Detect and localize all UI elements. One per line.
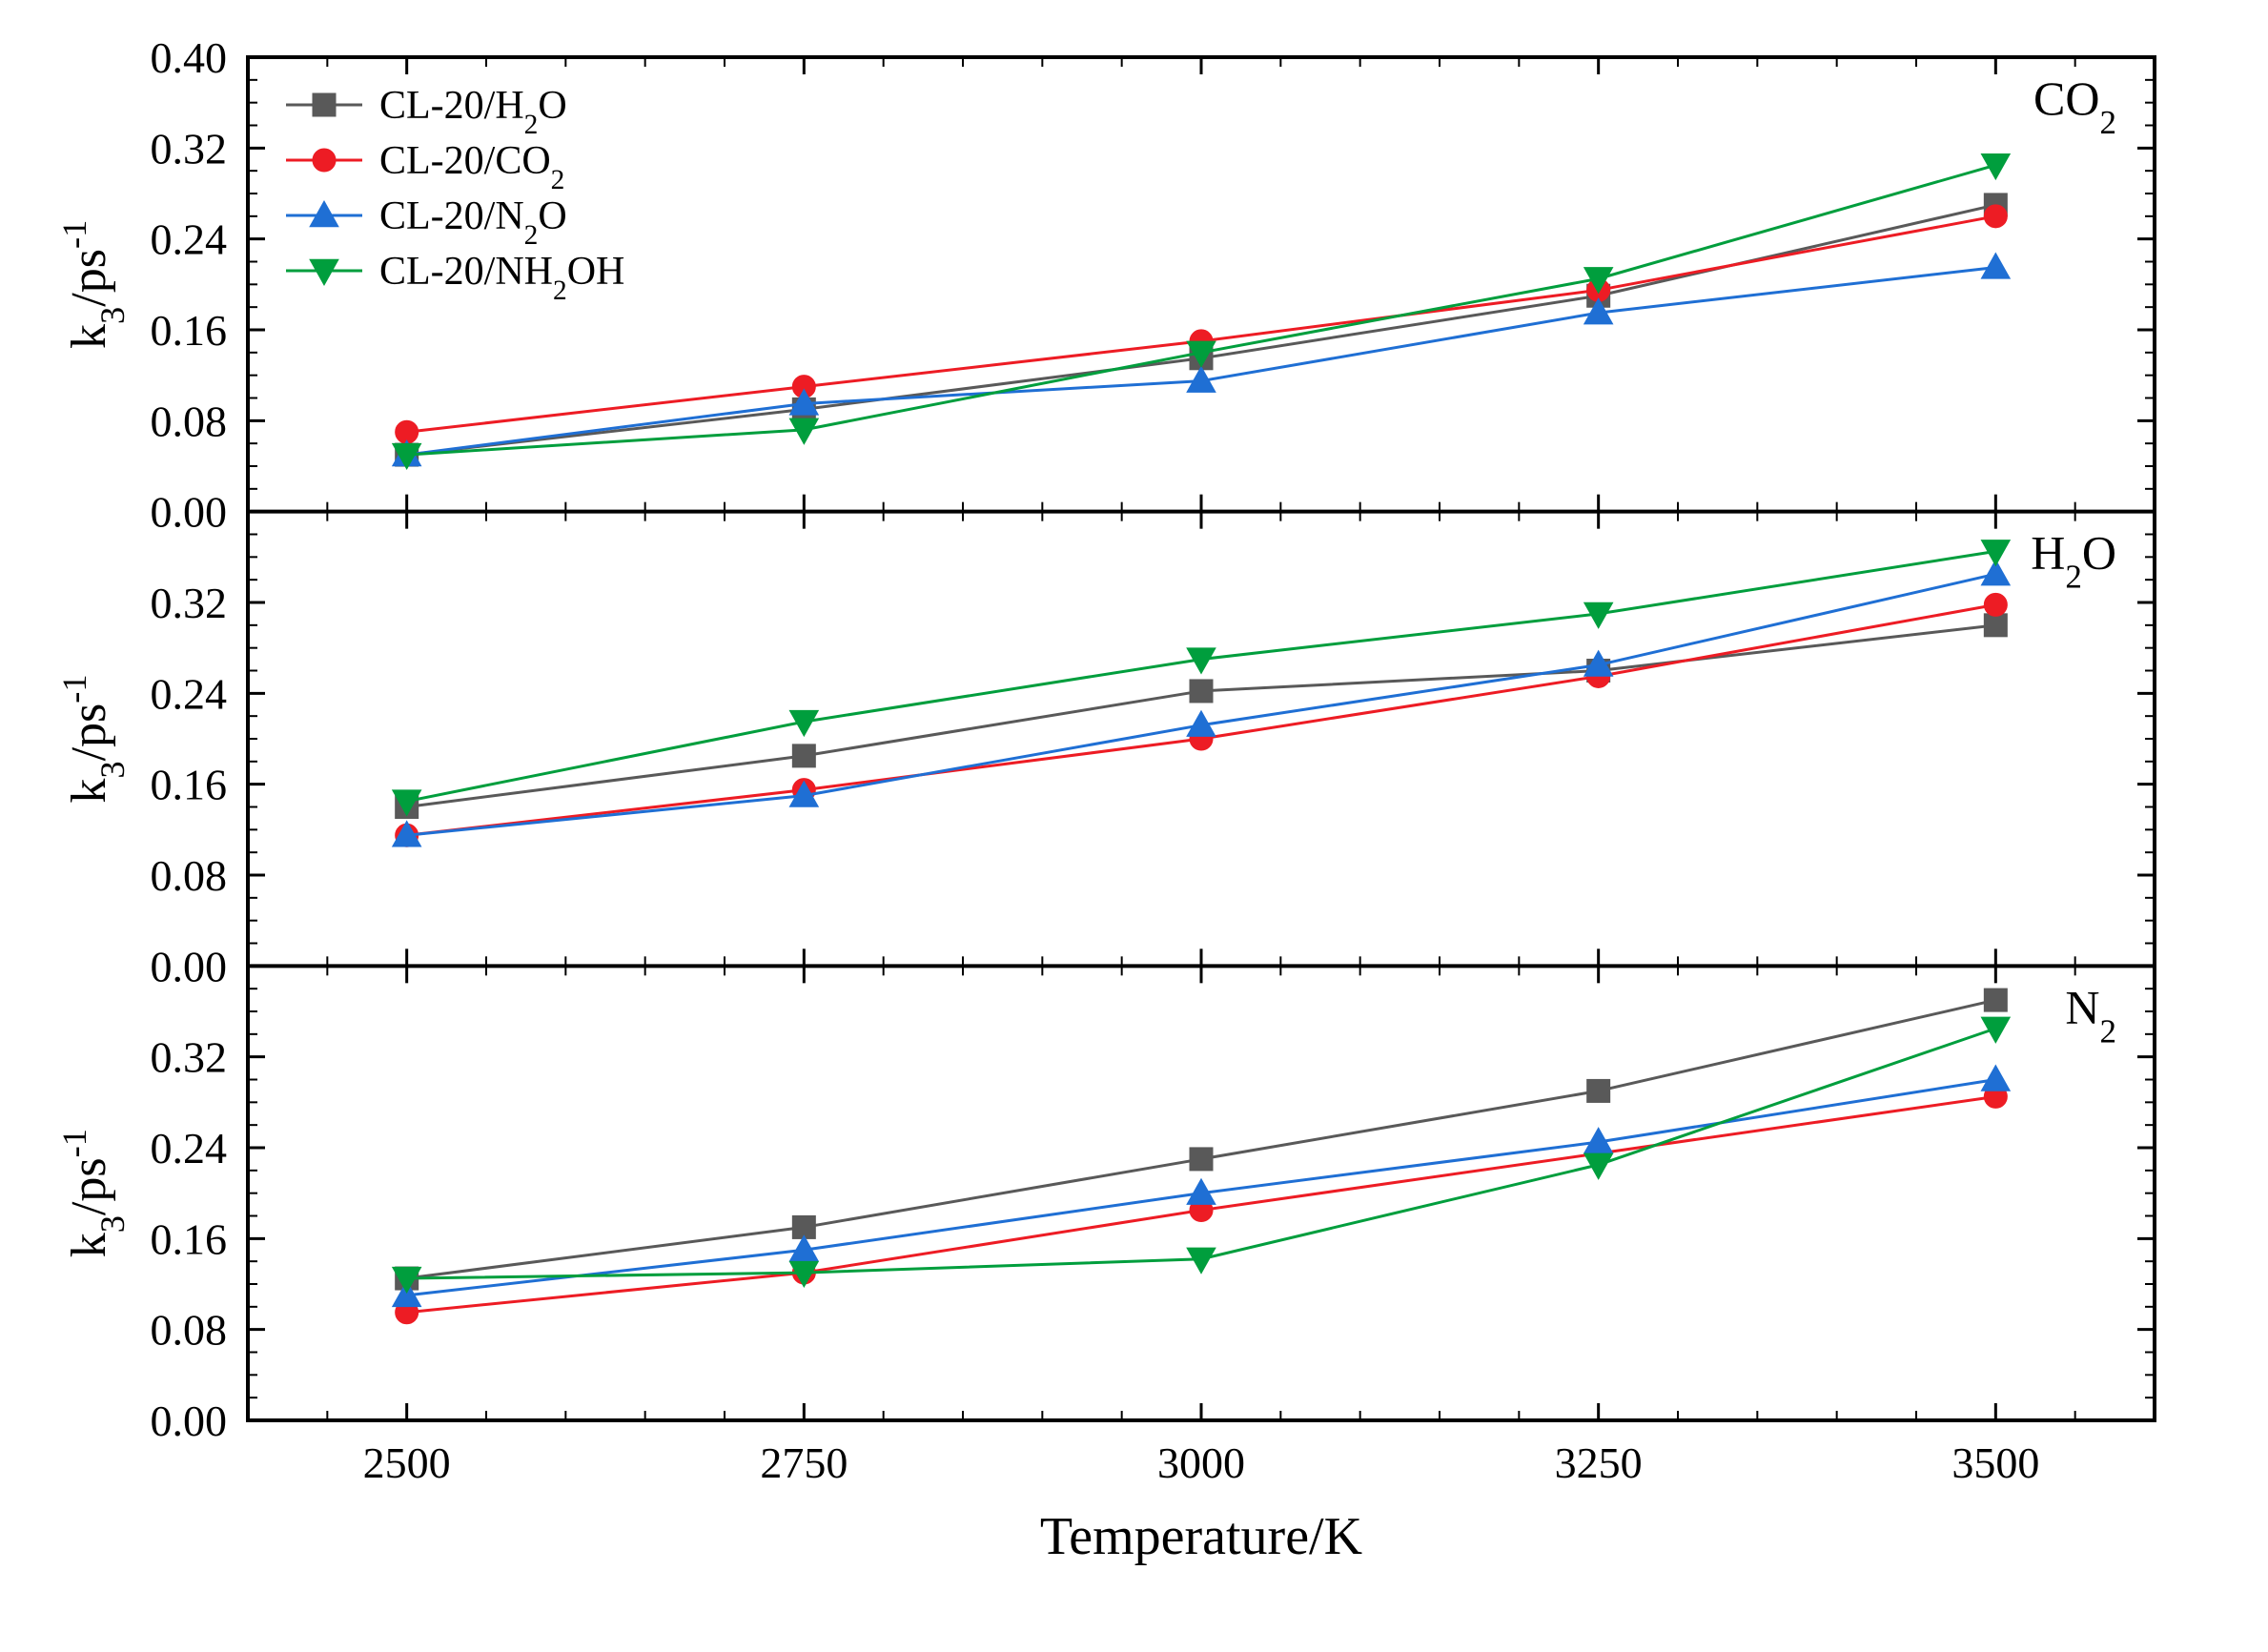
panel-N2 — [393, 989, 2011, 1324]
marker-tri-up — [1981, 254, 2010, 279]
ytick-label: 0.32 — [151, 1033, 228, 1082]
series-line-nh2oh — [407, 165, 1996, 455]
marker-circle — [1984, 593, 2007, 616]
xtick-label: 3250 — [1555, 1438, 1643, 1487]
panel-label: CO2 — [2033, 71, 2116, 141]
legend: CL-20/H2OCL-20/CO2CL-20/N2OCL-20/NH2OH — [286, 84, 624, 306]
ytick-label: 0.08 — [151, 397, 228, 445]
xtick-label: 3000 — [1157, 1438, 1245, 1487]
ytick-label: 0.16 — [151, 306, 228, 355]
ytick-label: 0.32 — [151, 124, 228, 173]
xtick-label: 2500 — [363, 1438, 451, 1487]
marker-tri-down — [310, 259, 338, 285]
legend-label: CL-20/NH2OH — [379, 250, 624, 306]
marker-circle — [313, 149, 336, 172]
ytick-label: 0.00 — [151, 488, 228, 537]
xtick-label: 2750 — [760, 1438, 848, 1487]
panel-label: H2O — [2031, 526, 2116, 596]
legend-label: CL-20/N2O — [379, 194, 567, 251]
y-axis-label: k3/ps-1 — [55, 220, 132, 349]
marker-square — [1587, 1079, 1610, 1102]
panel-label: N2 — [2065, 980, 2116, 1050]
marker-square — [1190, 680, 1213, 703]
ytick-label: 0.40 — [151, 33, 228, 82]
marker-square — [1984, 614, 2007, 637]
marker-circle — [1984, 205, 2007, 228]
ytick-label: 0.24 — [151, 215, 228, 264]
marker-tri-up — [1981, 1066, 2010, 1091]
chart-svg: 0.00 0.08 0.16 0.24 0.32 0.40 k3/ps-1 CO2 0.00 0.… — [0, 0, 2268, 1652]
series-line-nh2oh — [407, 551, 1996, 801]
panel-H2O — [393, 540, 2011, 847]
series-line-co2 — [407, 216, 1996, 432]
ytick-label: 0.32 — [151, 579, 228, 627]
ytick-label: 0.24 — [151, 1124, 228, 1173]
series-line-n2o — [407, 574, 1996, 835]
marker-square — [313, 93, 336, 116]
marker-square — [1984, 989, 2007, 1011]
panel-CO2 — [393, 154, 2011, 470]
y-axis-label: k3/ps-1 — [55, 1129, 132, 1257]
ytick-label: 0.08 — [151, 851, 228, 900]
ytick-label: 0.00 — [151, 942, 228, 990]
legend-label: CL-20/CO2 — [379, 139, 564, 195]
ytick-label: 0.24 — [151, 669, 228, 718]
y-axis-label: k3/ps-1 — [55, 674, 132, 803]
xtick-label: 3500 — [1951, 1438, 2039, 1487]
ytick-label: 0.00 — [151, 1397, 228, 1445]
ytick-label: 0.16 — [151, 761, 228, 809]
legend-label: CL-20/H2O — [379, 84, 567, 140]
marker-square — [792, 744, 815, 767]
marker-tri-up — [310, 201, 338, 227]
ytick-label: 0.16 — [151, 1214, 228, 1263]
chart-container: 0.00 0.08 0.16 0.24 0.32 0.40 k3/ps-1 CO2 0.00 0.… — [0, 0, 2268, 1652]
ytick-label: 0.08 — [151, 1306, 228, 1355]
series-line-h2o — [407, 1000, 1996, 1278]
x-axis-label: Temperature/K — [1040, 1507, 1362, 1566]
marker-tri-down — [1981, 1017, 2010, 1043]
marker-square — [1190, 1148, 1213, 1171]
